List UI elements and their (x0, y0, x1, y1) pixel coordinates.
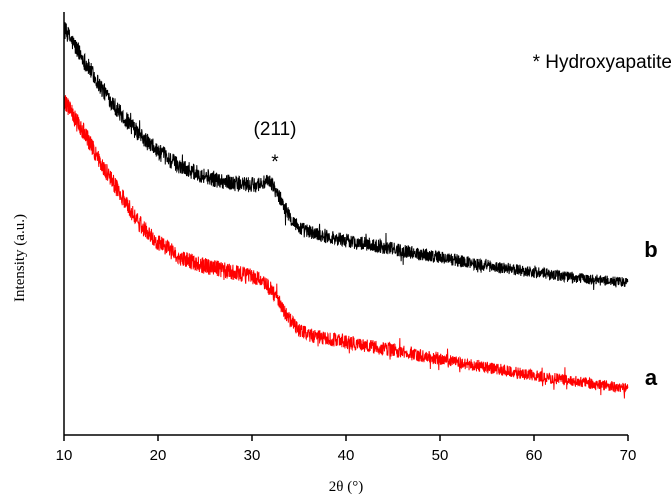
x-tick-label-40: 40 (338, 447, 355, 464)
y-axis-title: Intensity (a.u.) (12, 214, 28, 302)
x-ticks: 10 20 30 40 50 60 70 (56, 435, 637, 464)
series-line-a (63, 95, 629, 399)
plot-area (63, 21, 629, 399)
legend-hydroxyapatite: * Hydroxyapatite (533, 52, 671, 73)
x-axis-title: 2θ (°) (329, 479, 363, 495)
x-tick-label-50: 50 (432, 447, 449, 464)
x-tick-label-30: 30 (244, 447, 261, 464)
series-line-b (63, 21, 629, 290)
series-label-a: a (645, 365, 658, 390)
x-tick-label-10: 10 (56, 447, 73, 464)
annotation-211-star: * (271, 152, 279, 173)
x-tick-label-20: 20 (150, 447, 167, 464)
x-tick-label-60: 60 (526, 447, 543, 464)
annotation-211-label: (211) (254, 119, 297, 140)
x-tick-label-70: 70 (620, 447, 637, 464)
series-label-b: b (644, 237, 657, 262)
